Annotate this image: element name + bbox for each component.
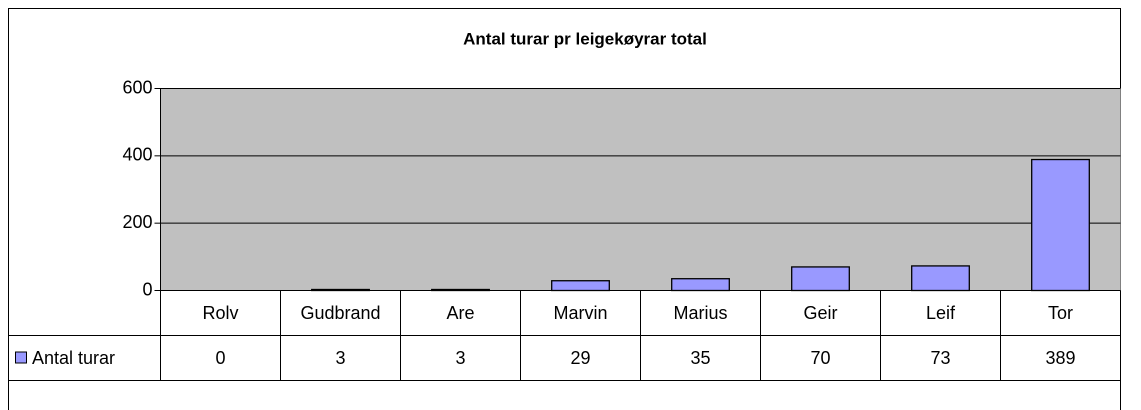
x-tick-label: Marius [673, 303, 727, 323]
plot-area [160, 88, 1121, 291]
table-value: 73 [930, 348, 950, 368]
bar [551, 280, 610, 292]
x-tick-label: Tor [1048, 303, 1073, 323]
table-value: 70 [810, 348, 830, 368]
bar [911, 265, 970, 292]
table-value: 0 [215, 348, 225, 368]
x-tick-label: Rolv [202, 303, 238, 323]
table-value: 35 [690, 348, 710, 368]
x-tick-label: Are [446, 303, 474, 323]
x-tick-label: Leif [926, 303, 956, 323]
y-tick-label: 200 [122, 212, 152, 232]
bar [1031, 158, 1090, 292]
bar [671, 278, 730, 292]
bar [431, 288, 490, 292]
chart-title: Antal turar pr leigekøyrar total [463, 29, 707, 48]
y-tick-label: 600 [122, 77, 152, 97]
x-tick-label: Geir [803, 303, 837, 323]
table-value: 3 [335, 348, 345, 368]
legend-label: Antal turar [32, 348, 115, 368]
x-tick-label: Marvin [553, 303, 607, 323]
x-tick-label: Gudbrand [300, 303, 380, 323]
bar [791, 266, 850, 292]
legend-swatch [15, 351, 27, 364]
y-tick-label: 0 [142, 279, 152, 299]
y-tick-label: 400 [122, 145, 152, 165]
bar [311, 288, 370, 292]
table-value: 3 [455, 348, 465, 368]
table-value: 29 [570, 348, 590, 368]
table-value: 389 [1045, 348, 1075, 368]
